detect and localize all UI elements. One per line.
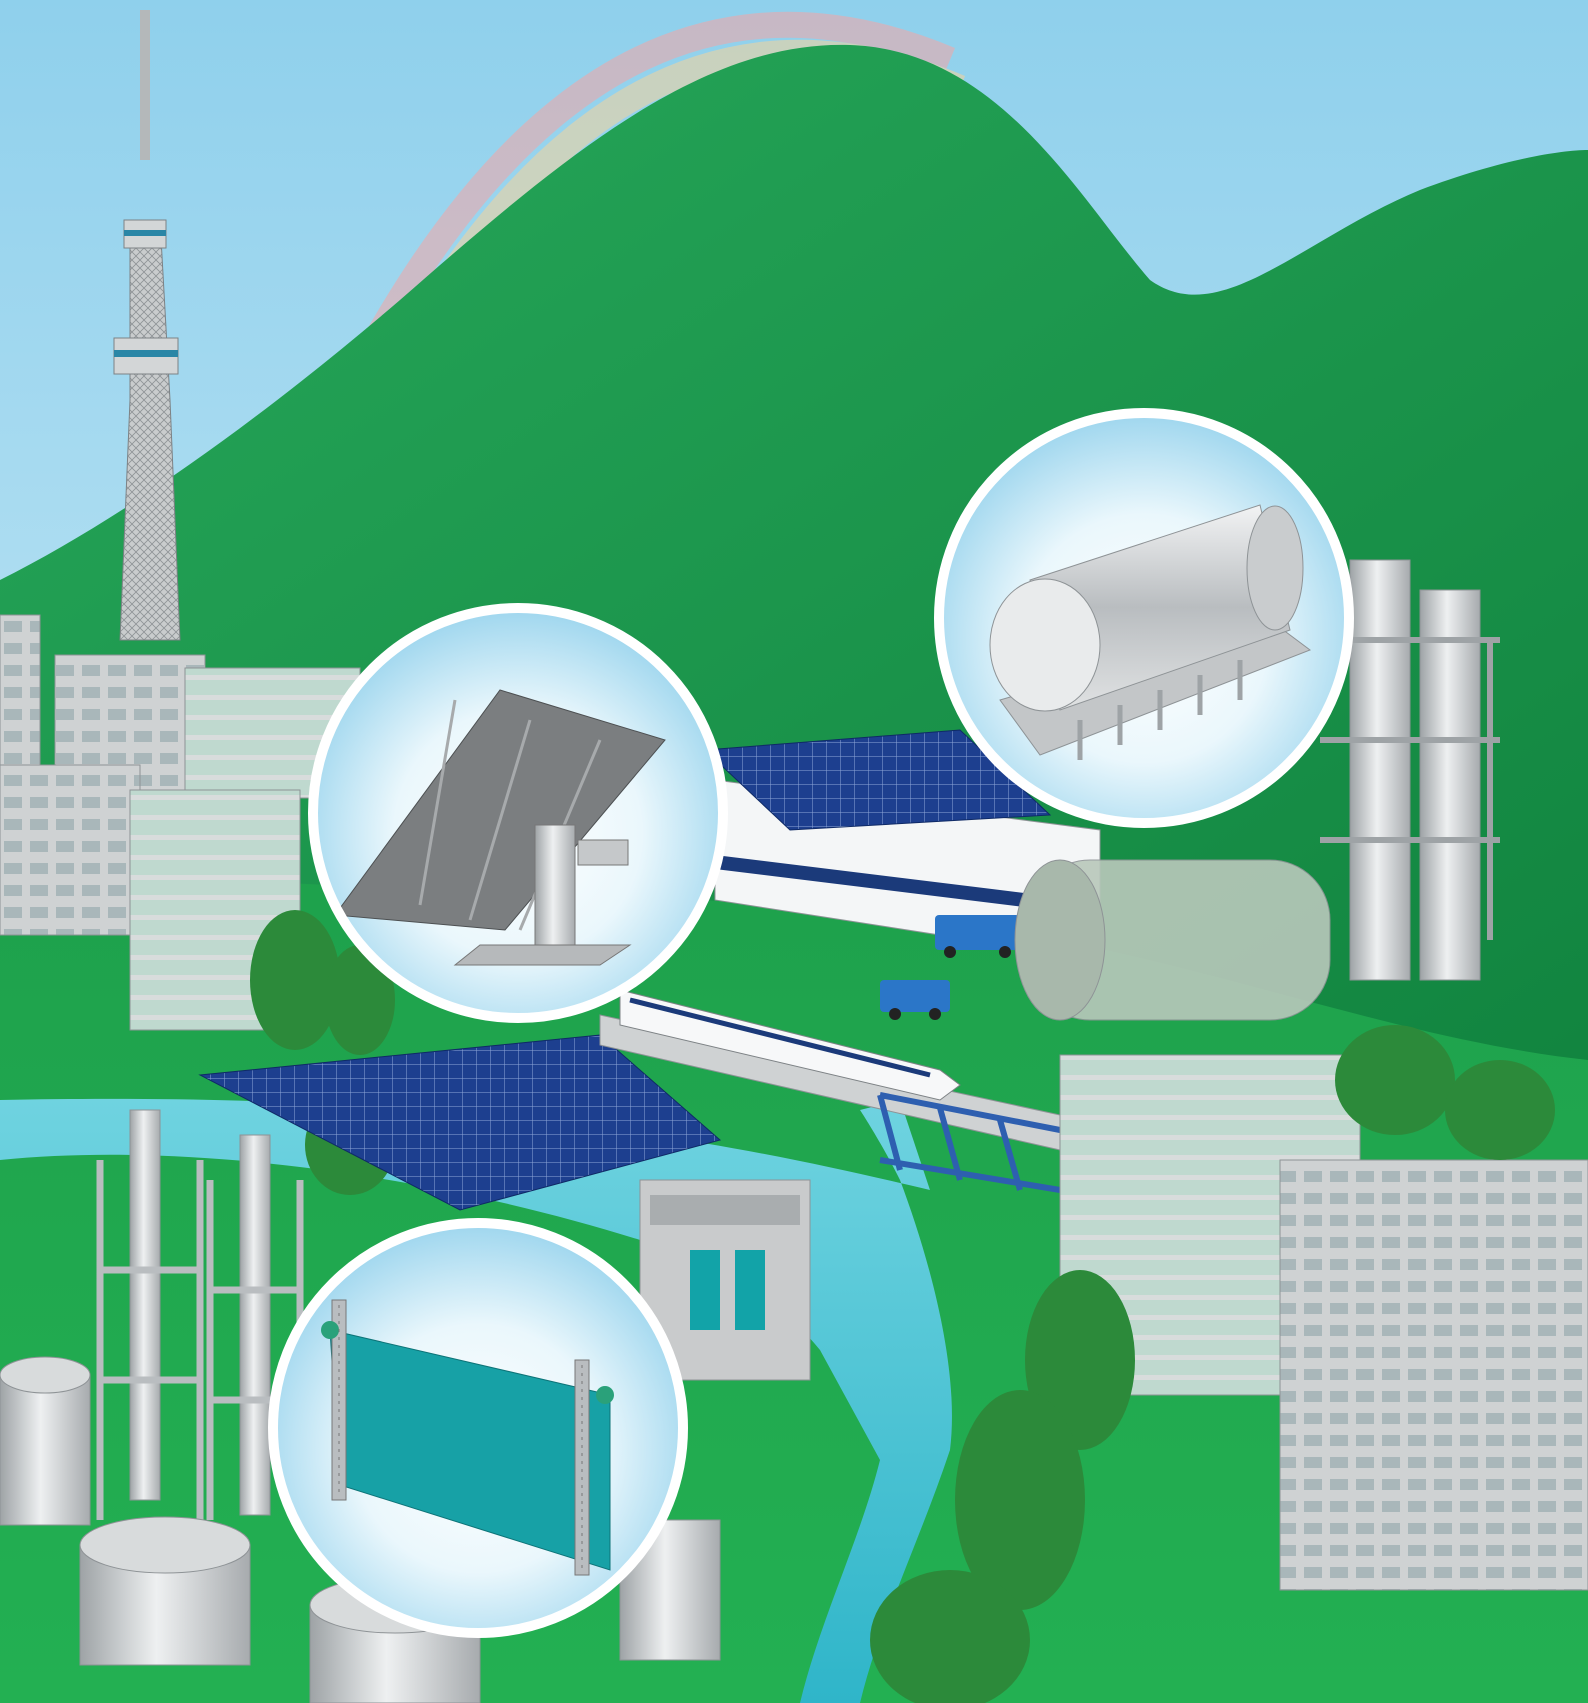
callout-solar-tracker xyxy=(308,603,728,1023)
sluice-gate xyxy=(639,1179,811,1381)
callout-sluice-gate-panel xyxy=(268,1218,688,1638)
trees-right xyxy=(870,1025,1555,1703)
distillation-towers xyxy=(96,1109,304,1520)
sky-tower xyxy=(113,10,181,641)
process-plant xyxy=(1014,559,1500,1021)
gate-panel-icon xyxy=(321,1299,614,1576)
pressure-vessel-icon xyxy=(989,504,1312,760)
solar-tracker-icon xyxy=(334,689,666,966)
callout-pressure-vessel xyxy=(934,408,1354,828)
bullet-train xyxy=(619,989,961,1101)
delivery-trucks xyxy=(880,915,1020,1020)
solar-field xyxy=(198,1034,722,1211)
